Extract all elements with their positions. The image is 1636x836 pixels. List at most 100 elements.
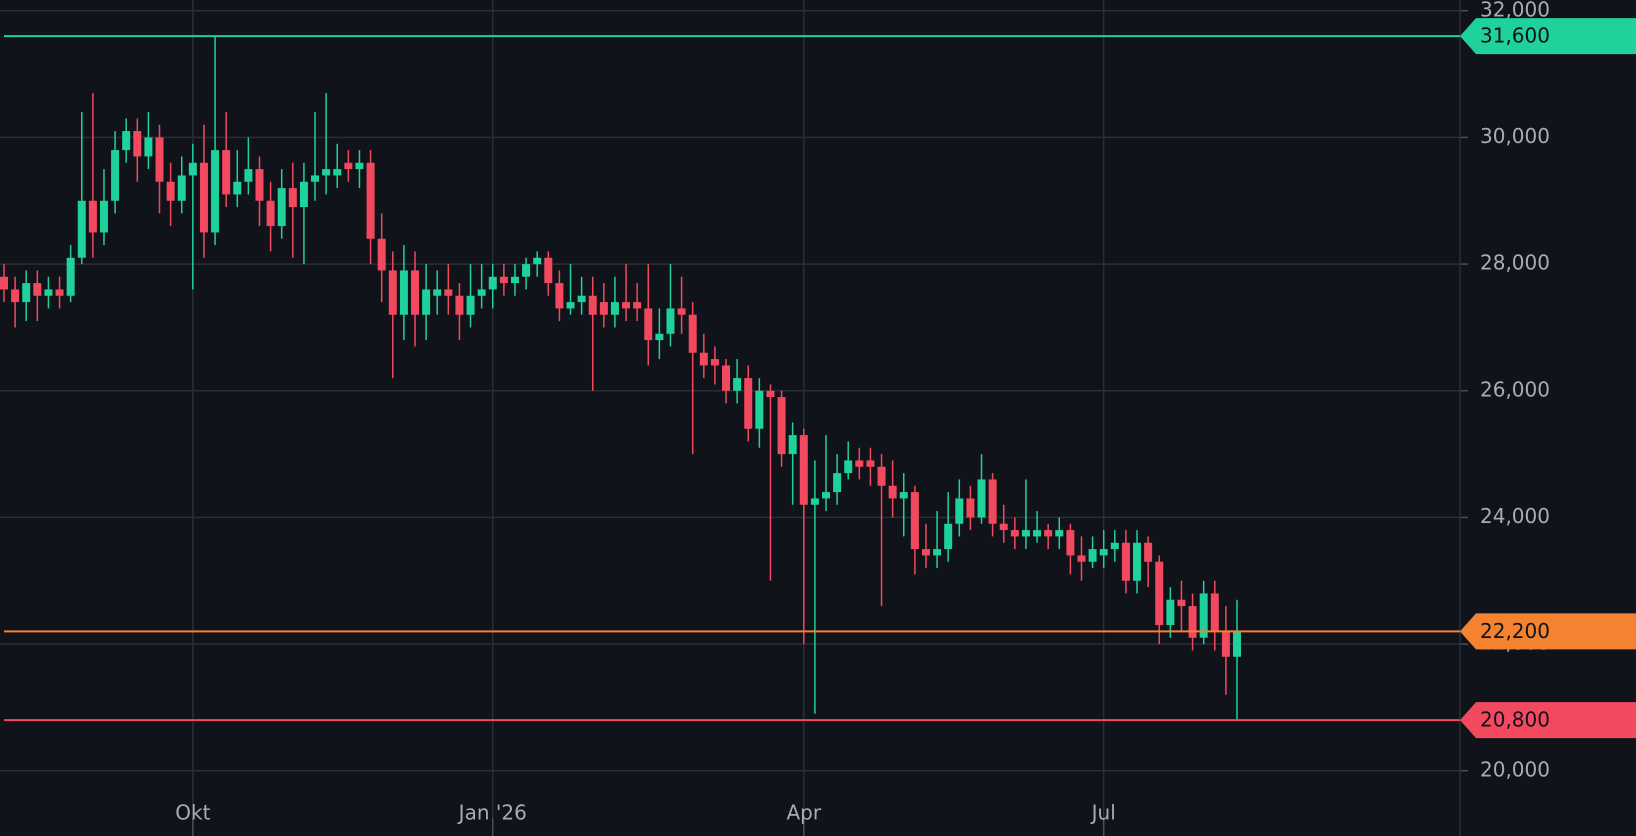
candle-body xyxy=(722,365,731,391)
candle-body xyxy=(944,523,953,550)
candle-body xyxy=(599,302,608,315)
candle-body xyxy=(688,314,697,353)
candle-body xyxy=(311,175,320,182)
candle-body xyxy=(566,302,575,309)
candle-body xyxy=(1121,542,1130,581)
candle-body xyxy=(777,397,786,455)
candle-body xyxy=(588,295,597,315)
candle-body xyxy=(921,549,930,556)
candle-body xyxy=(288,188,297,208)
candle-body xyxy=(1110,542,1119,550)
candle-body xyxy=(466,295,475,315)
candle-body xyxy=(388,270,397,315)
candle-body xyxy=(699,352,708,366)
candle-body xyxy=(1221,631,1230,657)
candle-body xyxy=(655,333,664,341)
candle-body xyxy=(488,276,497,290)
candle-body xyxy=(255,169,264,201)
candle-body xyxy=(1166,599,1175,626)
candle-body xyxy=(710,359,719,366)
level-label: 20,800 xyxy=(1480,708,1550,732)
candle-body xyxy=(644,308,653,341)
candle-body xyxy=(322,169,331,176)
candle-body xyxy=(22,283,31,303)
candle-body xyxy=(444,289,453,296)
level-tag xyxy=(1460,702,1636,739)
candle-body xyxy=(855,460,864,467)
candle-body xyxy=(44,289,53,296)
candle-body xyxy=(377,238,386,271)
candle-body xyxy=(366,162,375,239)
candle-body xyxy=(822,492,830,499)
y-tick-label: 20,000 xyxy=(1480,757,1550,781)
candle-body xyxy=(166,181,175,201)
candle-body xyxy=(533,257,542,265)
candle-body xyxy=(1233,631,1241,657)
candle-body xyxy=(233,181,242,195)
candle-body xyxy=(522,264,531,277)
candle-body xyxy=(933,549,942,556)
candle-body xyxy=(577,295,586,303)
y-tick-label: 26,000 xyxy=(1480,377,1550,401)
candle-body xyxy=(766,390,775,398)
candle-body xyxy=(1033,530,1042,537)
candle-body xyxy=(844,460,853,474)
candle-body xyxy=(544,257,553,284)
candle-body xyxy=(833,473,842,493)
candle-body xyxy=(910,492,919,550)
y-tick-label: 30,000 xyxy=(1480,124,1550,148)
candle-body xyxy=(866,460,875,467)
candle-body xyxy=(788,435,797,455)
candle-body xyxy=(177,175,186,201)
candle-body xyxy=(610,302,619,315)
candle-body xyxy=(955,498,964,524)
candle-body xyxy=(433,289,442,296)
candle-body xyxy=(1177,599,1186,607)
candle-body xyxy=(155,137,164,182)
candle-body xyxy=(399,270,408,315)
candle-body xyxy=(266,200,275,227)
candle-body xyxy=(733,378,742,391)
candle-body xyxy=(999,523,1008,531)
candle-body xyxy=(877,466,886,486)
candle-body xyxy=(344,162,353,170)
candle-body xyxy=(244,169,253,182)
candle-body xyxy=(1199,593,1208,638)
x-tick-label: Jan '26 xyxy=(457,801,527,825)
candle-body xyxy=(633,302,642,309)
candle-body xyxy=(799,435,808,505)
level-label: 22,200 xyxy=(1480,619,1550,643)
candle-body xyxy=(555,283,564,309)
candle-body xyxy=(977,479,986,518)
candle-body xyxy=(966,498,975,518)
candle-body xyxy=(1077,555,1086,562)
candle-body xyxy=(1133,542,1142,581)
level-tag xyxy=(1460,18,1636,55)
candle-body xyxy=(144,137,153,157)
y-tick-label: 24,000 xyxy=(1480,504,1550,528)
candle-body xyxy=(299,181,308,208)
y-tick-label: 32,000 xyxy=(1480,0,1550,21)
candle-body xyxy=(66,257,75,296)
candle-body xyxy=(33,283,42,296)
candle-body xyxy=(411,270,419,315)
candle-body xyxy=(477,289,486,296)
candle-body xyxy=(422,289,431,315)
y-tick-label: 28,000 xyxy=(1480,251,1550,275)
candle-body xyxy=(355,162,364,170)
candle-body xyxy=(99,200,108,233)
x-tick-label: Jul xyxy=(1090,801,1116,825)
candle-body xyxy=(744,378,753,429)
candle-body xyxy=(988,479,997,524)
candle-body xyxy=(810,498,819,505)
candle-body xyxy=(1155,561,1164,626)
candle-body xyxy=(133,131,142,157)
x-tick-label: Apr xyxy=(786,801,821,825)
candle-body xyxy=(277,188,286,227)
candle-body xyxy=(899,492,908,499)
candle-body xyxy=(1021,530,1030,537)
candle-body xyxy=(88,200,97,233)
candle-body xyxy=(1099,549,1108,556)
